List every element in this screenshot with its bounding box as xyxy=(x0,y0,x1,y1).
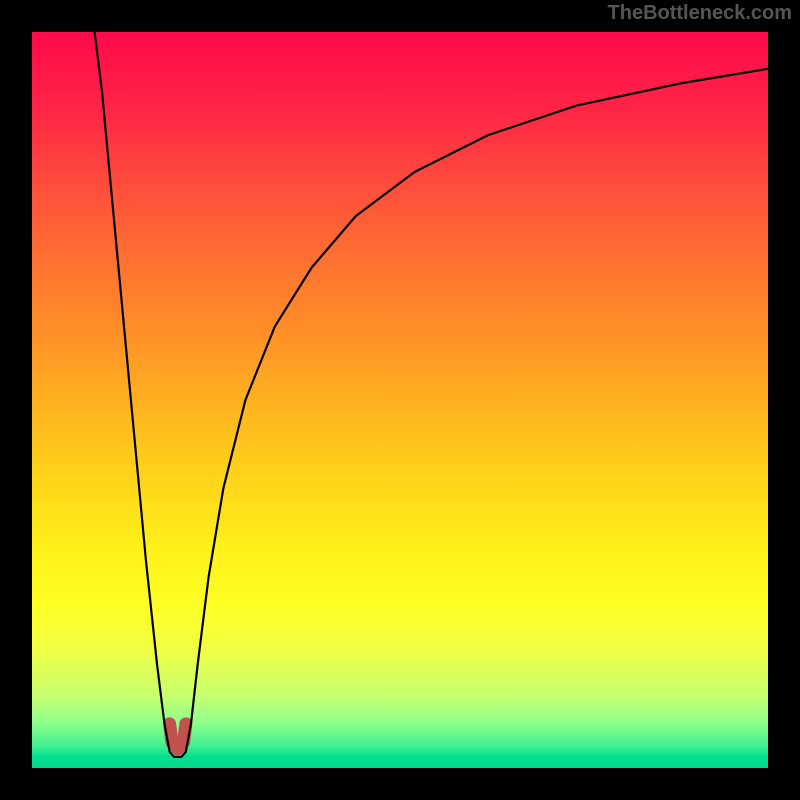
plot-area xyxy=(32,32,768,768)
valley-marker xyxy=(170,724,186,749)
curve-layer xyxy=(32,32,768,768)
bottleneck-curve xyxy=(95,32,768,757)
watermark-text: TheBottleneck.com xyxy=(608,2,792,25)
